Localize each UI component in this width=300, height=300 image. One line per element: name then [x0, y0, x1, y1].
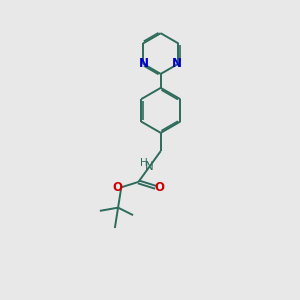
Text: N: N — [139, 57, 149, 70]
Text: N: N — [145, 160, 154, 173]
Text: O: O — [154, 182, 164, 194]
Text: O: O — [112, 182, 122, 194]
Text: N: N — [172, 57, 182, 70]
Text: H: H — [140, 158, 147, 169]
